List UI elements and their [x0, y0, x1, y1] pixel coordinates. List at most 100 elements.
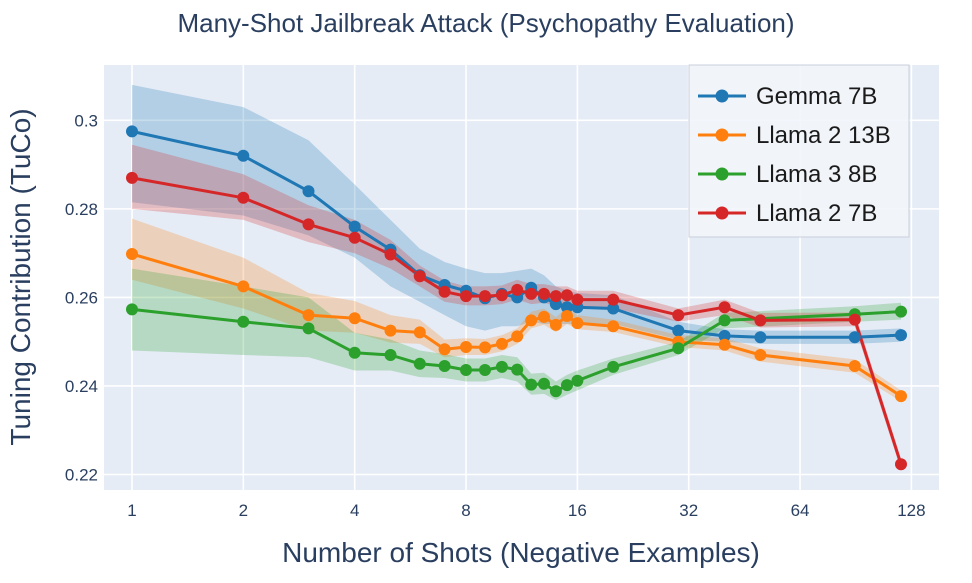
- point-gemma-7b: [672, 324, 685, 337]
- point-llama-2-13b: [438, 343, 451, 356]
- point-llama-2-13b: [895, 390, 907, 403]
- point-llama-2-13b: [549, 318, 562, 331]
- point-gemma-7b: [607, 302, 620, 315]
- point-llama-3-8b: [495, 360, 508, 373]
- point-llama-2-7b: [460, 290, 472, 303]
- point-llama-3-8b: [384, 349, 397, 361]
- y-tick-label: 0.22: [65, 466, 98, 485]
- y-tick-label: 0.26: [65, 288, 98, 307]
- point-llama-2-13b: [754, 349, 767, 361]
- y-axis-title: Tuning Contribution (TuCo): [5, 108, 36, 445]
- x-axis-ticks: 1 2 4 8 16 32 64 128: [127, 501, 925, 520]
- point-llama-3-8b: [525, 378, 538, 391]
- point-llama-3-8b: [348, 346, 361, 359]
- point-llama-2-7b: [607, 293, 620, 306]
- point-llama-3-8b: [479, 364, 491, 376]
- point-llama-2-13b: [538, 310, 550, 323]
- point-llama-2-13b: [302, 309, 315, 322]
- legend-marker-gemma-7b: [715, 89, 729, 103]
- point-llama-2-13b: [607, 320, 620, 333]
- point-llama-2-7b: [479, 290, 491, 303]
- x-tick-label: 16: [568, 501, 587, 520]
- point-llama-2-13b: [460, 341, 472, 353]
- point-llama-3-8b: [538, 377, 550, 390]
- point-gemma-7b: [754, 331, 767, 344]
- point-llama-2-13b: [348, 312, 361, 325]
- point-llama-2-7b: [561, 289, 573, 302]
- point-llama-2-7b: [438, 285, 451, 298]
- point-gemma-7b: [237, 149, 250, 162]
- point-llama-3-8b: [237, 315, 250, 328]
- point-llama-3-8b: [126, 303, 138, 316]
- legend-label-llama-2-13b: Llama 2 13B: [756, 122, 891, 149]
- point-llama-2-7b: [348, 231, 361, 244]
- point-llama-2-7b: [511, 283, 524, 296]
- point-llama-2-7b: [495, 289, 508, 302]
- legend-marker-llama-2-13b: [715, 128, 729, 142]
- x-tick-label: 64: [791, 501, 810, 520]
- point-llama-3-8b: [511, 363, 524, 376]
- y-tick-label: 0.24: [65, 377, 98, 396]
- legend: Gemma 7B Llama 2 13B Llama 3 8B Llama 2 7B: [688, 64, 910, 238]
- point-llama-3-8b: [413, 357, 426, 370]
- point-llama-3-8b: [302, 322, 315, 335]
- point-llama-2-13b: [511, 330, 524, 343]
- point-llama-2-13b: [413, 326, 426, 339]
- point-llama-2-13b: [561, 310, 573, 322]
- point-llama-2-13b: [525, 314, 538, 327]
- x-tick-label: 128: [897, 501, 925, 520]
- point-llama-2-7b: [895, 458, 907, 471]
- point-llama-3-8b: [895, 305, 907, 318]
- point-gemma-7b: [848, 331, 861, 344]
- point-llama-2-13b: [848, 360, 861, 372]
- legend-label-llama-3-8b: Llama 3 8B: [756, 161, 877, 188]
- point-gemma-7b: [561, 301, 573, 314]
- line-llama-2-7b: [131, 176, 903, 465]
- legend-label-llama-2-7b: Llama 2 7B: [756, 200, 877, 227]
- point-llama-2-7b: [384, 248, 397, 261]
- y-tick-label: 0.28: [65, 200, 98, 219]
- point-llama-2-7b: [718, 301, 731, 314]
- legend-marker-llama-3-8b: [715, 167, 729, 181]
- point-llama-2-13b: [479, 341, 491, 354]
- x-tick-label: 32: [679, 501, 698, 520]
- series-points: [126, 125, 907, 471]
- x-tick-label: 1: [127, 501, 136, 520]
- y-tick-label: 0.3: [74, 111, 98, 130]
- point-llama-2-13b: [384, 324, 397, 337]
- point-llama-2-7b: [571, 293, 584, 306]
- point-gemma-7b: [302, 185, 315, 198]
- x-axis-title: Number of Shots (Negative Examples): [282, 537, 760, 568]
- point-llama-2-7b: [549, 290, 562, 303]
- legend-marker-llama-2-7b: [715, 206, 729, 220]
- point-llama-3-8b: [672, 342, 685, 355]
- chart-title: Many-Shot Jailbreak Attack (Psychopathy …: [177, 8, 794, 38]
- point-llama-2-13b: [495, 337, 508, 350]
- point-llama-2-13b: [571, 317, 584, 330]
- point-gemma-7b: [126, 125, 138, 138]
- point-llama-2-7b: [525, 287, 538, 300]
- point-llama-3-8b: [460, 364, 472, 376]
- point-llama-3-8b: [561, 379, 573, 392]
- point-gemma-7b: [895, 329, 907, 342]
- point-llama-2-7b: [538, 287, 550, 300]
- point-llama-3-8b: [718, 314, 731, 327]
- y-axis-ticks: 0.22 0.24 0.26 0.28 0.3: [65, 111, 98, 484]
- point-llama-2-7b: [237, 191, 250, 204]
- point-llama-2-7b: [302, 218, 315, 231]
- point-llama-2-13b: [237, 280, 250, 293]
- point-llama-3-8b: [571, 374, 584, 387]
- point-llama-2-13b: [718, 338, 731, 351]
- band-llama-2-13b: [132, 218, 901, 402]
- legend-label-gemma-7b: Gemma 7B: [756, 83, 877, 110]
- band-llama-2-7b: [132, 144, 901, 471]
- point-llama-3-8b: [607, 360, 620, 373]
- line-llama-2-13b: [131, 252, 902, 398]
- point-llama-3-8b: [549, 385, 562, 398]
- x-tick-label: 8: [461, 501, 470, 520]
- point-gemma-7b: [348, 220, 361, 233]
- point-llama-2-13b: [126, 248, 138, 260]
- point-llama-2-7b: [672, 309, 685, 322]
- point-gemma-7b: [718, 329, 731, 342]
